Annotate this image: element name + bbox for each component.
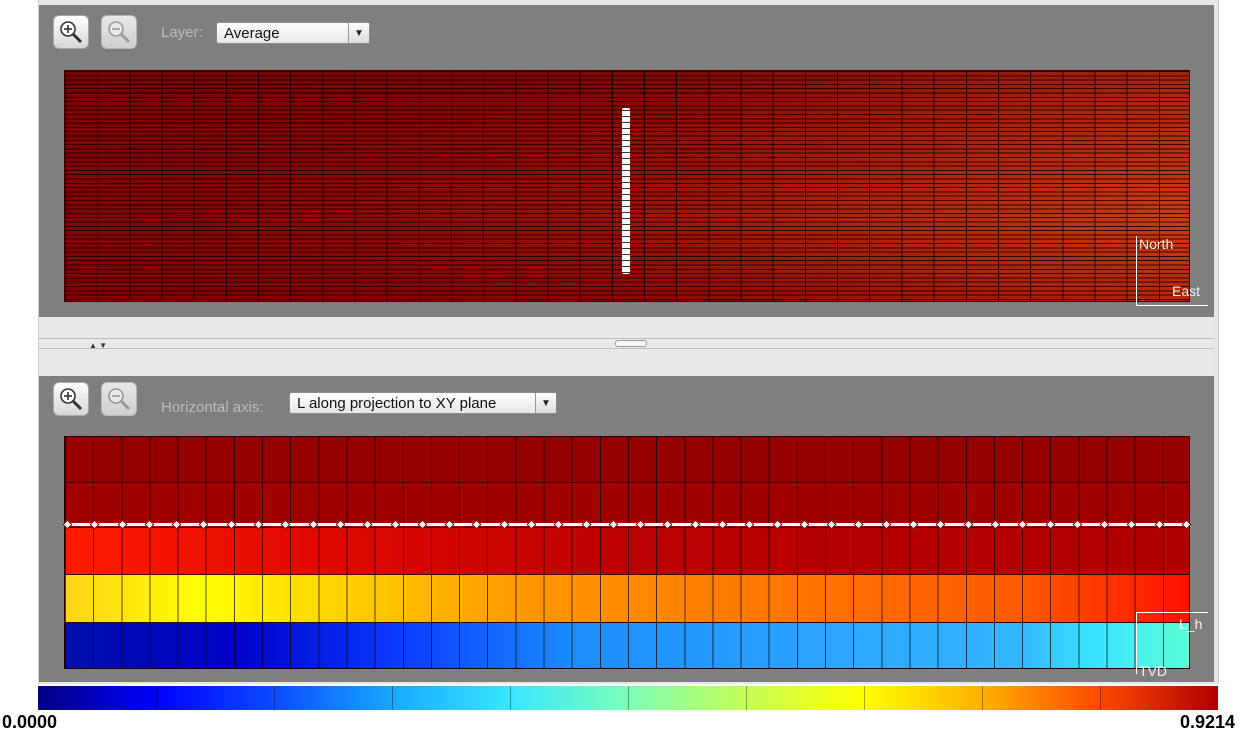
zoom-out-icon	[108, 388, 131, 411]
cross-section-pane: Horizontal axis: L along projection to X…	[39, 376, 1214, 682]
well-trajectory-top[interactable]	[622, 108, 630, 274]
east-label: East	[1172, 283, 1201, 299]
colorbar-tick	[746, 686, 747, 710]
colorbar-tick	[864, 686, 865, 710]
zoom-in-icon	[60, 21, 83, 44]
layer-label: Layer:	[161, 24, 203, 41]
lh-axis-line	[1136, 612, 1208, 613]
collapse-arrows-icon[interactable]: ▲ ▼	[89, 341, 108, 350]
section-layer-4	[65, 574, 1189, 623]
tvd-label: TVD	[1139, 663, 1167, 679]
tvd-axis-line	[1136, 612, 1137, 674]
zoom-in-icon	[60, 388, 83, 411]
chevron-down-icon: ▼	[535, 393, 556, 413]
layer-select[interactable]: Average ▼	[216, 22, 370, 44]
chevron-down-icon: ▼	[348, 23, 369, 43]
colorbar	[38, 686, 1218, 710]
divider-grip[interactable]	[615, 340, 647, 347]
colorbar-tick	[628, 686, 629, 710]
north-axis-line	[1136, 236, 1137, 306]
zoom-out-icon	[108, 21, 131, 44]
lh-label: L_h	[1179, 616, 1203, 632]
section-layer-3	[65, 527, 1189, 575]
colorbar-max-label: 0.9214	[1180, 712, 1236, 732]
colorbar-tick	[1100, 686, 1101, 710]
east-axis-line	[1136, 305, 1208, 306]
horizontal-axis-label: Horizontal axis:	[161, 399, 264, 416]
horizontal-axis-select[interactable]: L along projection to XY plane ▼	[289, 392, 557, 414]
layer-select-value: Average	[224, 24, 280, 42]
colorbar-tick	[274, 686, 275, 710]
split-pane-divider[interactable]: ▲ ▼	[39, 317, 1214, 376]
north-label: North	[1139, 236, 1174, 252]
section-layer-2	[65, 482, 1189, 528]
section-layer-5	[65, 622, 1189, 668]
colorbar-min-label: 0.0000	[2, 712, 58, 732]
zoom-in-button[interactable]	[53, 15, 89, 49]
colorbar-tick	[156, 686, 157, 710]
well-trajectory-section[interactable]	[64, 523, 1190, 526]
section-layer-1	[65, 437, 1189, 482]
colorbar-tick	[510, 686, 511, 710]
map-view-pane: Layer: Average ▼ North East	[39, 5, 1214, 317]
colorbar-tick	[982, 686, 983, 710]
zoom-out-button[interactable]	[101, 15, 137, 49]
main-window: Layer: Average ▼ North East ▲ ▼	[38, 0, 1219, 684]
horizontal-axis-select-value: L along projection to XY plane	[297, 394, 497, 412]
zoom-out-button-section[interactable]	[101, 382, 137, 416]
zoom-in-button-section[interactable]	[53, 382, 89, 416]
colorbar-tick	[392, 686, 393, 710]
cross-section-grid[interactable]	[64, 436, 1190, 669]
